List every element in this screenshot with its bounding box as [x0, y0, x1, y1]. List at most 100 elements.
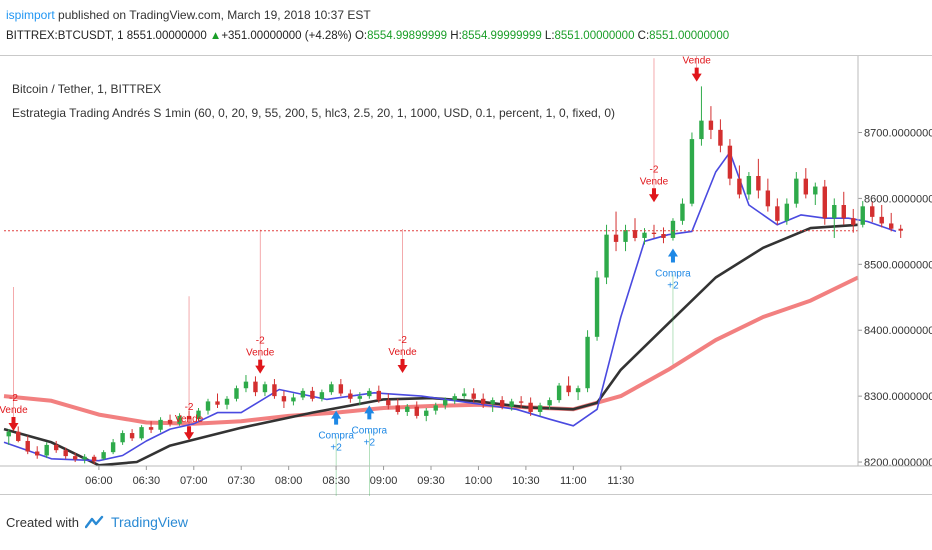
candle-down [566, 385, 571, 393]
change-arrow-icon: ▲ [209, 30, 222, 42]
candle-up [452, 396, 457, 401]
sell-qty: -2 [256, 336, 265, 347]
publish-text: published on TradingView.com, March 19, … [54, 8, 371, 22]
candle-down [376, 390, 382, 401]
sell-label: Vende [683, 56, 712, 67]
candle-down [395, 405, 400, 412]
candle-down [16, 431, 21, 441]
change-value: +351.00000000 (+4.28%) [221, 30, 352, 42]
candle-up [433, 405, 438, 411]
candle-up [490, 400, 495, 405]
candle-down [756, 176, 761, 191]
candle-down [879, 216, 884, 224]
candle-up [585, 336, 590, 389]
candle-down [480, 398, 486, 405]
sell-label: Vende [175, 414, 204, 425]
candle-down [898, 228, 903, 231]
candle-up [784, 203, 790, 221]
close-label: C: [637, 30, 650, 42]
sell-qty: -2 [9, 393, 18, 404]
candle-up [234, 388, 239, 399]
sell-label: Vende [388, 347, 417, 358]
candle-down [272, 384, 277, 397]
buy-label: Compra [655, 269, 691, 280]
symbol-ohlc-bar: BITTREX:BTCUSDT, 1 8551.00000000 ▲+351.0… [6, 30, 729, 42]
sell-arrow-icon [255, 359, 266, 374]
publish-info: ispimport published on TradingView.com, … [6, 8, 371, 22]
candle-down [775, 206, 780, 221]
candlestick-chart[interactable]: Vende-2Vende-2Vende-2Vende-2Vende-2Vende… [0, 56, 932, 496]
candle-up [604, 234, 609, 278]
candle-up [405, 406, 410, 412]
sell-qty: -2 [185, 402, 194, 413]
y-tick-label: 8500.00000000 [864, 259, 932, 271]
x-tick-label: 08:30 [322, 475, 350, 487]
buy-qty: +2 [364, 437, 376, 448]
sell-label: Vende [246, 348, 275, 359]
sell-arrow-icon [648, 188, 659, 203]
candle-down [889, 223, 894, 229]
candle-up [110, 442, 116, 453]
chart-frame [0, 55, 932, 495]
candle-up [594, 277, 600, 337]
candle-down [851, 218, 856, 225]
candle-up [243, 381, 249, 389]
low-value: 8551.00000000 [554, 30, 635, 42]
candle-down [765, 190, 771, 207]
candle-up [120, 433, 125, 443]
candle-down [737, 178, 742, 195]
candle-down [386, 400, 391, 406]
candle-up [509, 401, 514, 407]
ma-9-line [3, 151, 897, 462]
candle-down [518, 401, 524, 403]
candle-up [196, 410, 201, 420]
candle-down [471, 393, 476, 399]
candle-down [63, 450, 68, 457]
candle-down [35, 451, 40, 456]
candle-down [338, 384, 344, 394]
candle-up [319, 392, 325, 399]
candle-up [670, 220, 676, 238]
candle-down [167, 419, 173, 424]
candle-down [870, 206, 875, 217]
candle-down [414, 406, 419, 416]
candle-down [53, 444, 59, 451]
candle-up [813, 186, 818, 195]
candle-up [158, 419, 163, 430]
candle-up [443, 400, 448, 406]
y-tick-label: 8300.00000000 [864, 391, 932, 403]
sell-label: Vende [0, 405, 28, 416]
sell-label: Vende [640, 176, 669, 187]
candle-down [310, 390, 315, 399]
candle-up [860, 206, 865, 225]
y-tick-label: 8700.00000000 [864, 128, 932, 140]
candle-up [291, 397, 296, 402]
sell-arrow-icon [184, 426, 195, 441]
y-tick-label: 8600.00000000 [864, 193, 932, 205]
tradingview-logo-icon [84, 515, 104, 529]
sell-arrow-icon [8, 417, 19, 431]
tradingview-brand[interactable]: TradingView [110, 514, 189, 530]
candle-down [129, 433, 135, 439]
candle-up [832, 205, 837, 219]
x-tick-label: 11:30 [607, 475, 634, 487]
publisher-username[interactable]: ispimport [6, 8, 55, 22]
sell-arrow-icon [691, 67, 702, 82]
candle-down [148, 427, 154, 430]
candle-down [215, 401, 220, 405]
candle-up [547, 400, 552, 406]
symbol-label: BITTREX:BTCUSDT, 1 [6, 30, 124, 42]
open-label: O: [354, 30, 368, 42]
candle-up [6, 431, 11, 437]
candle-down [803, 178, 809, 195]
candle-up [82, 456, 87, 460]
candle-down [718, 129, 723, 146]
candle-down [727, 145, 733, 179]
ma-55-line [3, 223, 859, 467]
y-tick-label: 8400.00000000 [864, 325, 932, 337]
candle-down [253, 381, 258, 393]
open-value: 8554.99899999 [367, 30, 448, 42]
sell-qty: -2 [398, 335, 407, 346]
candle-down [25, 440, 30, 452]
candle-up [367, 390, 372, 397]
